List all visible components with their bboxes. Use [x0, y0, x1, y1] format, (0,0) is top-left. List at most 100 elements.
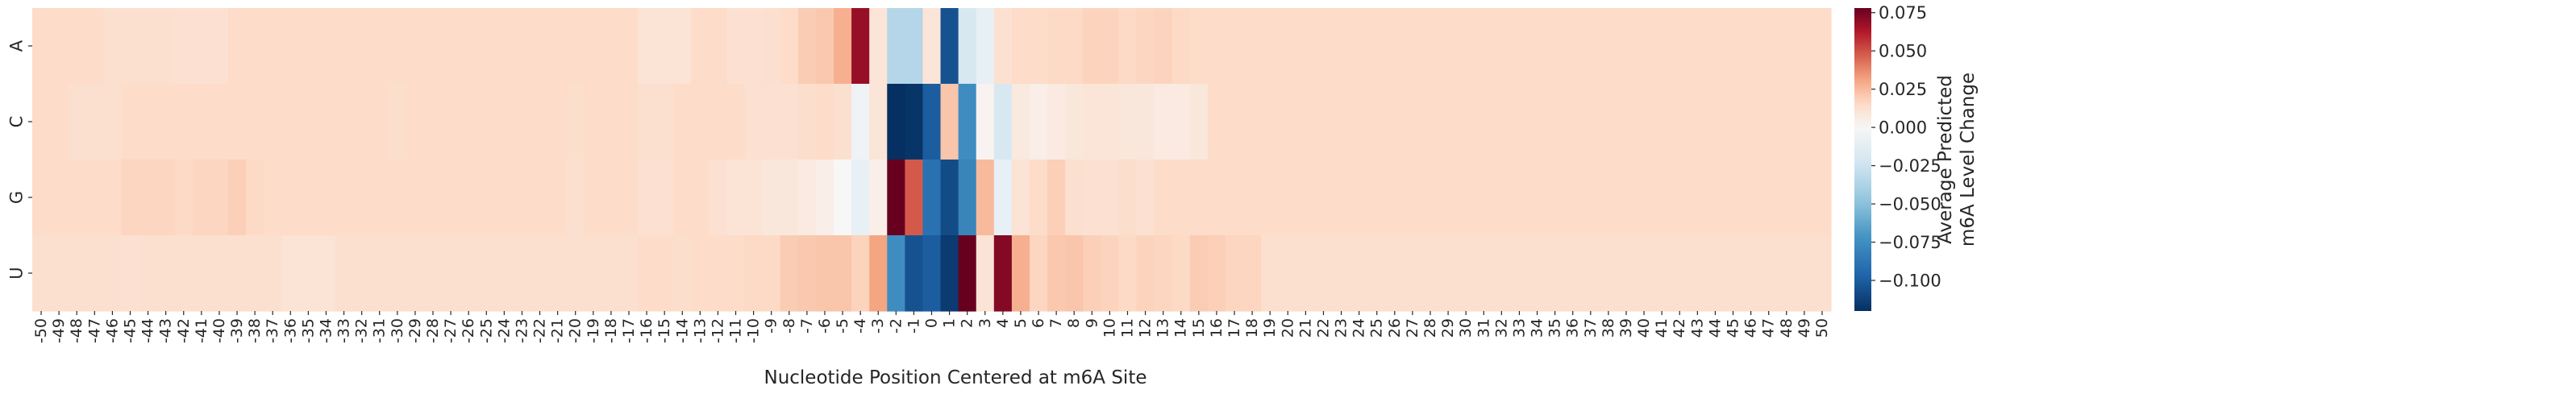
- heatmap-cell-U-3: [976, 235, 995, 312]
- heatmap-cell-C--43: [156, 84, 176, 160]
- x-tick-label--32: -32: [353, 318, 371, 343]
- heatmap-cell-C--18: [601, 84, 621, 160]
- heatmap-cell-U-2: [958, 235, 977, 312]
- heatmap-cell-C-23: [1332, 84, 1351, 160]
- heatmap-cell-A-37: [1581, 8, 1600, 85]
- heatmap-cell-A--6: [815, 8, 834, 85]
- heatmap-cell-C-2: [958, 84, 977, 160]
- heatmap-cell-A--5: [834, 8, 852, 85]
- heatmap-cell-C--29: [406, 84, 425, 160]
- x-tick-label--16: -16: [638, 318, 655, 343]
- x-tick-label-49: 49: [1796, 318, 1813, 338]
- heatmap-cell-A--44: [139, 8, 158, 85]
- heatmap-cell-C-9: [1083, 84, 1101, 160]
- x-tick-label--20: -20: [567, 318, 585, 343]
- heatmap-cell-G--42: [174, 160, 194, 236]
- heatmap-cell-A--10: [744, 8, 764, 85]
- heatmap-cell-C--12: [709, 84, 728, 160]
- heatmap-cell-A--33: [335, 8, 354, 85]
- x-tick-label-30: 30: [1457, 318, 1475, 338]
- heatmap-cell-C-29: [1439, 84, 1458, 160]
- heatmap-cell-G-38: [1599, 160, 1618, 236]
- x-tick-label--27: -27: [442, 318, 460, 343]
- heatmap-cell-A-15: [1189, 8, 1209, 85]
- heatmap-cell-G-33: [1510, 160, 1529, 236]
- heatmap-cell-A--7: [797, 8, 817, 85]
- heatmap-cell-G-48: [1777, 160, 1796, 236]
- x-tick-label-15: 15: [1190, 318, 1208, 338]
- heatmap-cell-C-0: [922, 84, 942, 160]
- heatmap-cell-A-10: [1101, 8, 1120, 85]
- x-tick-label-7: 7: [1047, 318, 1065, 328]
- heatmap-cell-A-49: [1795, 8, 1814, 85]
- heatmap-cell-U-24: [1350, 235, 1369, 312]
- heatmap-cell-C--49: [50, 84, 69, 160]
- heatmap-cell-U-0: [922, 235, 942, 312]
- heatmap-cell-G--41: [192, 160, 211, 236]
- heatmap-cell-U-45: [1724, 235, 1743, 312]
- x-tick-label-2: 2: [959, 318, 976, 328]
- x-tick-label-48: 48: [1778, 318, 1796, 338]
- heatmap-cell-U--33: [335, 235, 354, 312]
- heatmap-cell-C-5: [1011, 84, 1030, 160]
- heatmap-cell-C--28: [423, 84, 443, 160]
- heatmap-cell-U--2: [887, 235, 905, 312]
- row-labels: A C G U: [6, 39, 32, 280]
- heatmap-cell-C--13: [691, 84, 710, 160]
- x-tick-label-9: 9: [1083, 318, 1101, 328]
- x-tick-label-38: 38: [1600, 318, 1617, 338]
- heatmap-cell-G--33: [335, 160, 354, 236]
- heatmap-cell-G-39: [1617, 160, 1636, 236]
- heatmap-cell-U--30: [388, 235, 407, 312]
- x-tick-label--31: -31: [371, 318, 389, 343]
- heatmap-cell-A--31: [370, 8, 389, 85]
- heatmap-cell-A--34: [317, 8, 336, 85]
- heatmap-cell-U--45: [121, 235, 140, 312]
- heatmap-cell-G--36: [281, 160, 300, 236]
- heatmap-cell-C--34: [317, 84, 336, 160]
- heatmap-cell-G--11: [726, 160, 746, 236]
- heatmap-cell-C-14: [1171, 84, 1191, 160]
- heatmap-cell-C-47: [1759, 84, 1779, 160]
- heatmap-cell-A--29: [406, 8, 425, 85]
- heatmap-cell-G-10: [1101, 160, 1120, 236]
- heatmap-cell-C-30: [1457, 84, 1475, 160]
- heatmap-cell-G--4: [851, 160, 870, 236]
- heatmap-cell-U-32: [1492, 235, 1511, 312]
- heatmap-cell-C-39: [1617, 84, 1636, 160]
- heatmap-cell-U-33: [1510, 235, 1529, 312]
- x-tick-label--6: -6: [816, 318, 834, 334]
- heatmap-cell-A-29: [1439, 8, 1458, 85]
- heatmap-cell-G--19: [584, 160, 603, 236]
- heatmap-cell-G--8: [780, 160, 799, 236]
- x-tick-label-29: 29: [1439, 318, 1457, 338]
- heatmap-cell-U-15: [1189, 235, 1209, 312]
- heatmap-cell-C-3: [976, 84, 995, 160]
- heatmap-cell-G--13: [691, 160, 710, 236]
- x-tick-label--30: -30: [389, 318, 406, 343]
- x-tick-label--2: -2: [887, 318, 905, 334]
- heatmap-cell-G-45: [1724, 160, 1743, 236]
- heatmap-cell-A--1: [905, 8, 924, 85]
- heatmap-cell-U-16: [1207, 235, 1226, 312]
- heatmap-cell-C-31: [1475, 84, 1493, 160]
- heatmap-cell-C-26: [1385, 84, 1405, 160]
- heatmap-cell-U-44: [1706, 235, 1725, 312]
- heatmap-cell-U-10: [1101, 235, 1120, 312]
- heatmap-cell-C--44: [139, 84, 158, 160]
- heatmap-cell-C-11: [1118, 84, 1138, 160]
- heatmap-cell-C--15: [655, 84, 674, 160]
- heatmap-cell-A--13: [691, 8, 710, 85]
- heatmap-cell-G-47: [1759, 160, 1779, 236]
- heatmap-cell-U-46: [1742, 235, 1761, 312]
- heatmap-cell-U-49: [1795, 235, 1814, 312]
- heatmap-cell-U--23: [513, 235, 532, 312]
- heatmap-cell-C-7: [1047, 84, 1066, 160]
- heatmap-cell-U--12: [709, 235, 728, 312]
- heatmap-cell-A-48: [1777, 8, 1796, 85]
- x-tick-label-46: 46: [1742, 318, 1760, 338]
- heatmap-cell-A--9: [762, 8, 781, 85]
- x-tick-label-10: 10: [1101, 318, 1118, 338]
- heatmap-cell-G--12: [709, 160, 728, 236]
- x-tick-label-28: 28: [1421, 318, 1439, 338]
